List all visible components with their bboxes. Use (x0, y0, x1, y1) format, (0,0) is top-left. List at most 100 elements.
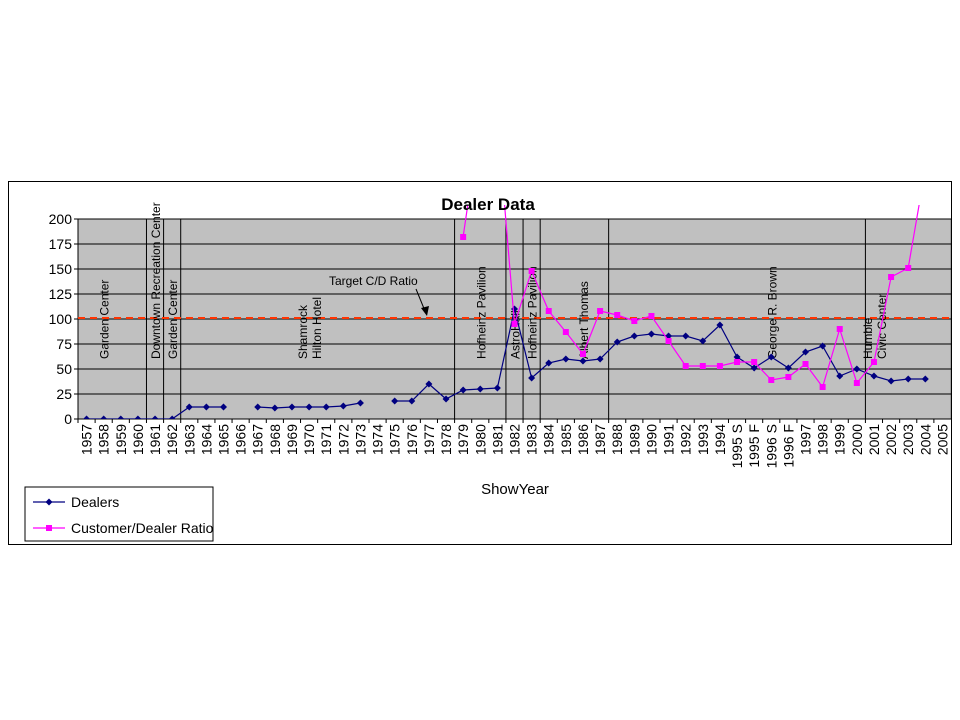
customer-dealer-ratio-point (836, 326, 843, 332)
x-tick-label: 1968 (267, 424, 283, 455)
dealers-point (921, 375, 929, 383)
x-tick-label: 1981 (489, 424, 505, 455)
y-tick-label: 50 (56, 361, 72, 377)
customer-dealer-ratio-point (631, 318, 638, 324)
dealers-point (134, 415, 142, 419)
x-tick-label: 1986 (575, 424, 591, 455)
y-tick-label: 0 (64, 411, 72, 427)
dealers-point (168, 415, 176, 419)
x-tick-label: 1997 (798, 424, 814, 455)
x-tick-label: 1964 (198, 424, 214, 455)
x-tick-label: 1992 (678, 424, 694, 455)
customer-dealer-ratio-point (853, 380, 860, 386)
dealers-point (254, 403, 262, 411)
x-tick-label: 1984 (541, 424, 557, 455)
x-axis-title: ShowYear (481, 481, 549, 498)
customer-dealer-ratio-point (734, 359, 741, 365)
x-tick-label: 1994 (712, 424, 728, 455)
dealers-point (784, 364, 792, 372)
y-tick-label: 125 (49, 286, 73, 302)
legend-marker (46, 525, 52, 531)
legend-marker (45, 498, 53, 506)
dealers-point (425, 380, 433, 388)
x-tick-label: 1972 (335, 424, 351, 455)
legend-label: Customer/Dealer Ratio (71, 520, 214, 536)
venue-label: Albert Thomas (577, 281, 591, 359)
dealers-point (288, 403, 296, 411)
x-tick-label: 1993 (695, 424, 711, 455)
dealers-point (100, 415, 108, 419)
dealers-point (596, 355, 604, 363)
x-tick-label: 1995 F (746, 424, 762, 468)
x-tick-label: 1971 (318, 424, 334, 455)
target-ratio-label: Target C/D Ratio (329, 274, 418, 288)
series-group (83, 205, 929, 419)
dealers-point (493, 384, 501, 392)
y-tick-label: 200 (49, 211, 73, 227)
legend-label: Dealers (71, 494, 119, 510)
customer-dealer-ratio-point (716, 363, 723, 369)
x-tick-label: 1985 (558, 424, 574, 455)
x-tick-label: 1970 (301, 424, 317, 455)
venue-label: Humble (861, 317, 875, 359)
x-tick-label: 1987 (592, 424, 608, 455)
customer-dealer-ratio-point (528, 268, 535, 274)
x-tick-label: 1960 (130, 424, 146, 455)
dealers-point (819, 342, 827, 350)
x-tick-label: 1989 (626, 424, 642, 455)
legend-box (24, 486, 214, 542)
x-tick-label: 2002 (883, 424, 899, 455)
customer-dealer-ratio-point (888, 274, 895, 280)
x-tick-label: 1965 (216, 424, 232, 455)
customer-dealer-ratio-point (562, 329, 569, 335)
dealers-point (202, 403, 210, 411)
customer-dealer-ratio-point (614, 312, 621, 318)
x-tick-label: 1983 (524, 424, 540, 455)
x-tick-label: 1959 (113, 424, 129, 455)
x-tick-label: 1990 (643, 424, 659, 455)
customer-dealer-ratio-point (819, 384, 826, 390)
customer-dealer-ratio-point (751, 359, 758, 365)
dealers-point (545, 359, 553, 367)
dealers-point (767, 353, 775, 361)
x-tick-label: 2000 (849, 424, 865, 455)
x-tick-label: 2003 (900, 424, 916, 455)
y-tick-label: 150 (49, 261, 73, 277)
x-tick-label: 1975 (387, 424, 403, 455)
dealers-point (391, 397, 399, 405)
dealers-point (802, 348, 809, 356)
x-tick-label: 1988 (609, 424, 625, 455)
x-tick-label: 1966 (233, 424, 249, 455)
dealers-point (185, 403, 193, 411)
venue-label: Downtown Recreation Center (149, 202, 163, 359)
venue-label: George R. Brown (765, 266, 779, 359)
x-tick-label: 1999 (832, 424, 848, 455)
venue-label: Shamrock (296, 304, 310, 359)
dealers-point (356, 399, 364, 407)
x-tick-label: 1996 F (780, 424, 796, 468)
y-tick-label: 100 (49, 311, 73, 327)
target-ratio-arrowhead (421, 306, 429, 316)
x-tick-label: 1961 (147, 424, 163, 455)
x-tick-label: 1982 (507, 424, 523, 455)
dealers-point (836, 372, 844, 380)
x-tick-label: 1978 (438, 424, 454, 455)
dealers-point (904, 375, 912, 383)
venue-label: Hilton Hotel (310, 297, 324, 359)
x-tick-label: 1969 (284, 424, 300, 455)
customer-dealer-ratio-point (682, 363, 689, 369)
customer-dealer-ratio-line (462, 205, 920, 389)
venue-label: Hofheinz Pavilion (474, 266, 488, 359)
customer-dealer-ratio-point (511, 321, 518, 327)
x-tick-label: 1974 (370, 424, 386, 455)
dealers-point (322, 403, 330, 411)
chart-title: Dealer Data (441, 195, 535, 214)
customer-dealer-ratio-point (699, 363, 706, 369)
dealers-point (476, 385, 484, 393)
dealers-point (613, 338, 621, 346)
x-tick-label: 1991 (661, 424, 677, 455)
x-tick-label: 2004 (917, 424, 933, 455)
dealers-point (528, 374, 536, 382)
dealers-point (870, 372, 878, 380)
